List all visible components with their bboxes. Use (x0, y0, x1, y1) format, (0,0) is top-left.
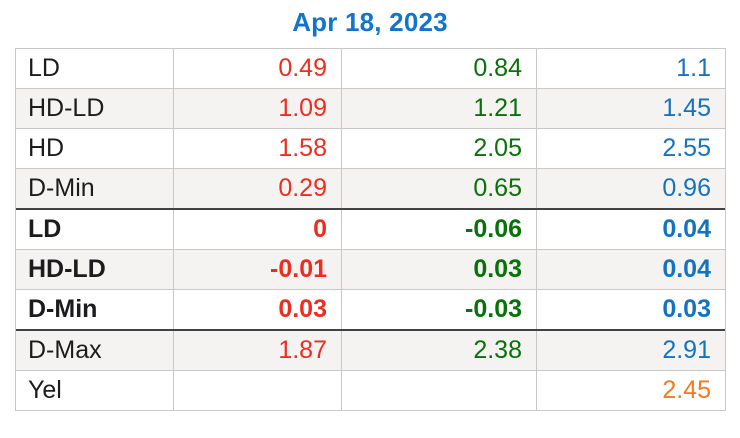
value-cell: 0.29 (173, 169, 341, 208)
value-cell: 0.96 (536, 169, 725, 208)
row-label-cell: HD-LD (28, 94, 105, 122)
value-cell: 2.05 (341, 129, 536, 168)
value-cell: 1.21 (341, 89, 536, 128)
row-label-cell: D-Max (28, 336, 102, 364)
value-cell: 0.65 (341, 169, 536, 208)
value-cell: 0.04 (536, 250, 725, 289)
value-cell: 1.58 (173, 129, 341, 168)
row-label-cell: LD (28, 54, 60, 82)
value-cell: -0.06 (341, 210, 536, 249)
value-cell: 1.45 (536, 89, 725, 128)
row-label-cell: HD-LD (28, 255, 106, 283)
value-cell (341, 371, 536, 410)
value-cell: 0.84 (341, 49, 536, 88)
table-row: D-Max 1.87 2.38 2.91 (16, 329, 725, 370)
value-cell: 1.09 (173, 89, 341, 128)
table-row: HD-LD -0.01 0.03 0.04 (16, 249, 725, 289)
value-cell: 0.49 (173, 49, 341, 88)
row-label-cell: HD (28, 134, 65, 162)
value-cell: 1.87 (173, 331, 341, 370)
value-cell: 0.03 (536, 290, 725, 329)
row-label-cell: D-Min (28, 295, 98, 323)
table-row: LD 0 -0.06 0.04 (16, 208, 725, 249)
value-cell: 2.55 (536, 129, 725, 168)
value-cell (173, 371, 341, 410)
value-cell: 1.1 (536, 49, 725, 88)
table-row: HD 1.58 2.05 2.55 (16, 128, 725, 168)
value-cell: 0.04 (536, 210, 725, 249)
value-cell: 2.91 (536, 331, 725, 370)
table-row: HD-LD 1.09 1.21 1.45 (16, 88, 725, 128)
row-label-cell: Yel (28, 376, 62, 404)
data-table: LD 0.49 0.84 1.1 HD-LD 1.09 1.21 1.45 HD 1.58 2.05… (15, 48, 726, 411)
row-label-cell: LD (28, 215, 62, 243)
value-cell: 0.03 (173, 290, 341, 329)
table-row: D-Min 0.03 -0.03 0.03 (16, 289, 725, 329)
value-cell: 2.45 (536, 371, 725, 410)
row-label-cell: D-Min (28, 174, 95, 202)
value-cell: 0 (173, 210, 341, 249)
value-cell: -0.01 (173, 250, 341, 289)
table-row: LD 0.49 0.84 1.1 (16, 49, 725, 88)
value-cell: 0.03 (341, 250, 536, 289)
value-cell: 2.38 (341, 331, 536, 370)
value-cell: -0.03 (341, 290, 536, 329)
table-row: D-Min 0.29 0.65 0.96 (16, 168, 725, 208)
table-row: Yel 2.45 (16, 370, 725, 410)
page-title: Apr 18, 2023 (292, 6, 448, 37)
